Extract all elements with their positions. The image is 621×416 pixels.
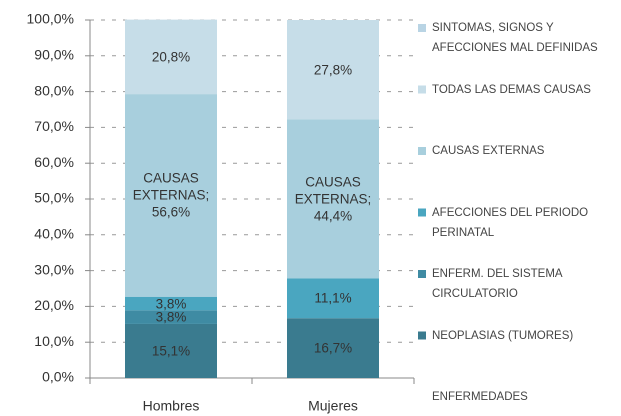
y-tick-label: 30,0%	[34, 261, 74, 277]
bar-segment	[287, 20, 379, 120]
data-label: 3,8%	[155, 296, 187, 312]
y-tick-label: 90,0%	[34, 47, 74, 63]
bar-segment	[125, 19, 217, 95]
legend-marker	[418, 24, 426, 32]
bar-segment	[125, 310, 217, 324]
data-label: CAUSAS EXTERNAS; 44,4%	[294, 174, 372, 224]
bar-segment	[287, 278, 379, 319]
legend-marker	[418, 270, 426, 278]
data-label: 15,1%	[151, 343, 191, 359]
data-label: 3,8%	[155, 309, 187, 325]
y-tick-label: 60,0%	[34, 154, 74, 170]
data-label: 27,8%	[313, 62, 353, 78]
legend-label: AFECCIONES DEL PERIODO PERINATAL	[432, 206, 589, 239]
data-label: 16,7%	[313, 340, 353, 356]
y-tick-label: 0,0%	[42, 369, 74, 385]
data-label: 11,1%	[314, 290, 352, 306]
bar-segment	[125, 323, 217, 378]
legend-marker	[418, 208, 426, 217]
legend-label: SINTOMAS, SIGNOS Y AFECCIONES MAL DEFINI…	[432, 22, 598, 54]
legend-marker	[418, 85, 426, 94]
y-tick-label: 70,0%	[34, 118, 74, 134]
x-tick-label: Mujeres	[308, 398, 358, 414]
legend-label: NEOPLASIAS (TUMORES)	[432, 329, 574, 342]
y-tick-label: 20,0%	[34, 297, 74, 313]
bar-segment	[125, 94, 217, 297]
data-label: CAUSAS EXTERNAS; 56,6%	[132, 170, 210, 220]
legend-label: ENFERMEDADES	[432, 391, 528, 403]
bar-segment	[287, 318, 379, 378]
bar-segment	[125, 296, 217, 311]
legend-label: CAUSAS EXTERNAS	[432, 145, 545, 157]
y-tick-label: 50,0%	[34, 190, 74, 206]
bar-segment	[287, 119, 379, 279]
y-tick-label: 10,0%	[34, 333, 74, 349]
y-tick-label: 40,0%	[34, 226, 74, 242]
legend-label: ENFERM. DEL SISTEMA CIRCULATORIO	[432, 268, 562, 300]
legend-label: TODAS LAS DEMAS CAUSAS	[432, 83, 591, 96]
x-tick-label: Hombres	[143, 398, 200, 414]
data-label: 20,8%	[151, 49, 191, 65]
legend-marker	[418, 331, 426, 340]
legend-marker	[418, 147, 426, 155]
y-tick-label: 100,0%	[27, 11, 74, 27]
y-tick-label: 80,0%	[34, 82, 74, 98]
